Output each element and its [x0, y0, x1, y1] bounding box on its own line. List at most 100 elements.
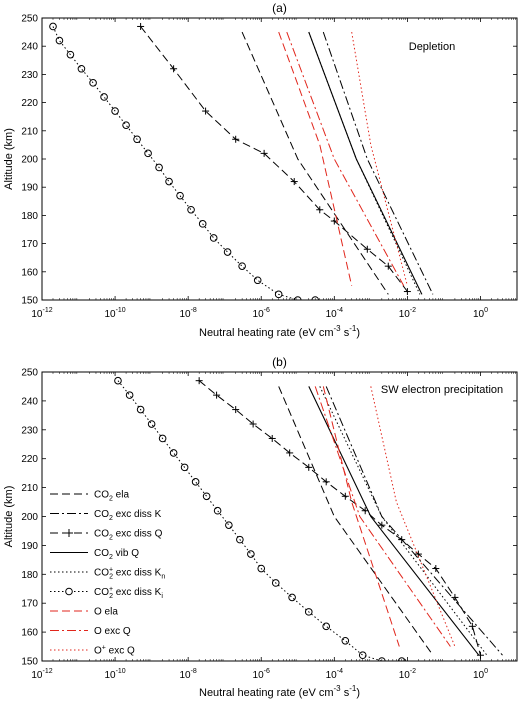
legend-text: exc diss K — [113, 509, 162, 520]
series-line — [52, 26, 316, 300]
series-marker-circle — [288, 593, 296, 602]
x-tick-base: 10 — [326, 670, 338, 681]
y-tick-label: 210 — [21, 126, 38, 137]
series-marker-circle — [77, 64, 86, 73]
series-marker-circle — [213, 506, 222, 515]
series-marker-circle — [238, 262, 246, 270]
legend-label: O ela — [94, 607, 118, 618]
legend-text: exc diss K — [113, 587, 162, 598]
legend-text: CO — [94, 509, 109, 520]
series-marker-circle — [180, 463, 189, 472]
legend-text: CO — [94, 548, 109, 559]
x-tick-label: 10-8 — [179, 668, 196, 681]
x-tick-label: 100 — [473, 668, 488, 681]
x-label-end: ) — [356, 687, 360, 699]
series-marker-circle — [111, 107, 119, 115]
x-tick-label: 10-2 — [399, 668, 416, 681]
x-tick-base: 10 — [104, 670, 116, 681]
legend-label: CO2 ela — [94, 490, 129, 503]
series-line — [308, 31, 421, 295]
y-tick-label: 230 — [21, 70, 38, 81]
legend-text: O — [94, 646, 102, 657]
x-tick-exponent: -10 — [116, 307, 126, 314]
x-label-exponent: -3 — [334, 684, 342, 693]
y-tick-label: 240 — [21, 396, 38, 407]
plot-frame — [41, 17, 518, 301]
x-tick-exponent: -12 — [43, 668, 53, 675]
y-tick-label: 150 — [21, 657, 38, 668]
y-axis-label: Altitude (km) — [3, 486, 15, 548]
series-marker-circle — [311, 296, 320, 300]
legend-label: CO+ 2 exc diss Kn — [94, 567, 165, 581]
x-label-exponent: -3 — [334, 324, 342, 333]
x-tick-exponent: -8 — [191, 307, 197, 314]
legend-sub: 2 — [109, 496, 113, 503]
x-tick-base: 10 — [31, 670, 43, 681]
x-tick-base: 10 — [399, 309, 411, 320]
legend-label: CO+ 2 exc diss Ki — [94, 586, 163, 600]
legend-sup: + — [102, 645, 106, 652]
x-tick-label: 10-10 — [104, 668, 125, 681]
legend-sub: 2 — [109, 593, 113, 600]
x-label-main: Neutral heating rate (eV cm — [199, 687, 334, 699]
series-marker-circle — [322, 622, 331, 631]
x-tick-base: 10 — [399, 670, 411, 681]
x-tick-base: 10 — [253, 309, 265, 320]
x-tick-base: 10 — [179, 670, 191, 681]
legend-text: CO — [94, 587, 109, 598]
legend-text: exc diss K — [113, 568, 162, 579]
legend-sub: 2 — [109, 554, 113, 561]
x-tick-label: 10-6 — [253, 668, 270, 681]
series-marker-circle — [66, 50, 75, 59]
series-marker-circle — [114, 376, 122, 385]
x-tick-base: 10 — [253, 670, 265, 681]
series-marker-circle — [49, 22, 57, 31]
x-tick-exponent: -6 — [264, 307, 270, 314]
x-tick-exponent: -4 — [337, 668, 343, 675]
series-line — [322, 31, 434, 295]
y-tick-label: 250 — [21, 14, 38, 25]
series-marker-circle — [136, 405, 145, 414]
legend-text: CO — [94, 529, 109, 540]
series-marker-circle — [378, 657, 386, 661]
legend-sub: n — [161, 574, 165, 581]
legend-text: ela — [113, 490, 130, 501]
legend-label: CO2 vib Q — [94, 548, 139, 561]
series-marker-circle — [257, 564, 266, 573]
x-tick-exponent: 0 — [484, 668, 488, 675]
x-tick-base: 10 — [31, 309, 43, 320]
series-marker-circle — [293, 296, 302, 300]
legend-sub: 2 — [109, 574, 113, 581]
series-marker-circle — [169, 449, 178, 457]
series-marker-circle — [147, 420, 156, 428]
panel-title: (a) — [272, 1, 287, 15]
series-marker-circle — [100, 93, 108, 101]
series-marker-circle — [225, 521, 233, 529]
x-tick-base: 10 — [473, 309, 485, 320]
series-marker-circle — [358, 651, 367, 660]
legend-sub: i — [161, 593, 163, 600]
legend-sup: + — [109, 567, 113, 574]
x-label-exponent: -1 — [349, 324, 357, 333]
x-tick-exponent: -4 — [337, 307, 343, 314]
y-tick-label: 180 — [21, 570, 38, 581]
legend-label: CO2 exc diss K — [94, 509, 162, 522]
series-marker-circle — [253, 276, 262, 285]
x-tick-label: 100 — [473, 307, 488, 320]
series-line — [314, 386, 451, 647]
legend-marker-circle — [65, 587, 73, 596]
series-group — [114, 376, 503, 661]
legend-label: O exc Q — [94, 626, 131, 637]
series-marker-circle — [144, 149, 152, 158]
y-tick-label: 200 — [21, 512, 38, 523]
y-tick-label: 160 — [21, 267, 38, 278]
x-label-end: ) — [356, 327, 360, 339]
series-marker-circle — [89, 79, 97, 87]
x-tick-base: 10 — [104, 309, 116, 320]
legend-text: O exc Q — [94, 626, 131, 637]
x-tick-label: 10-12 — [31, 307, 52, 320]
y-tick-label: 250 — [21, 368, 38, 379]
y-axis-label: Altitude (km) — [3, 128, 15, 190]
